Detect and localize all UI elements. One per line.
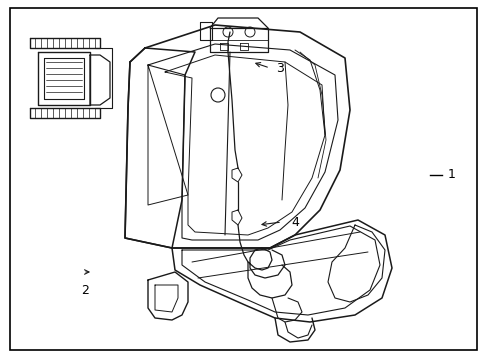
- Text: 4: 4: [290, 216, 298, 229]
- Text: 1: 1: [447, 168, 455, 181]
- Text: 3: 3: [276, 62, 284, 75]
- Text: 2: 2: [81, 284, 89, 297]
